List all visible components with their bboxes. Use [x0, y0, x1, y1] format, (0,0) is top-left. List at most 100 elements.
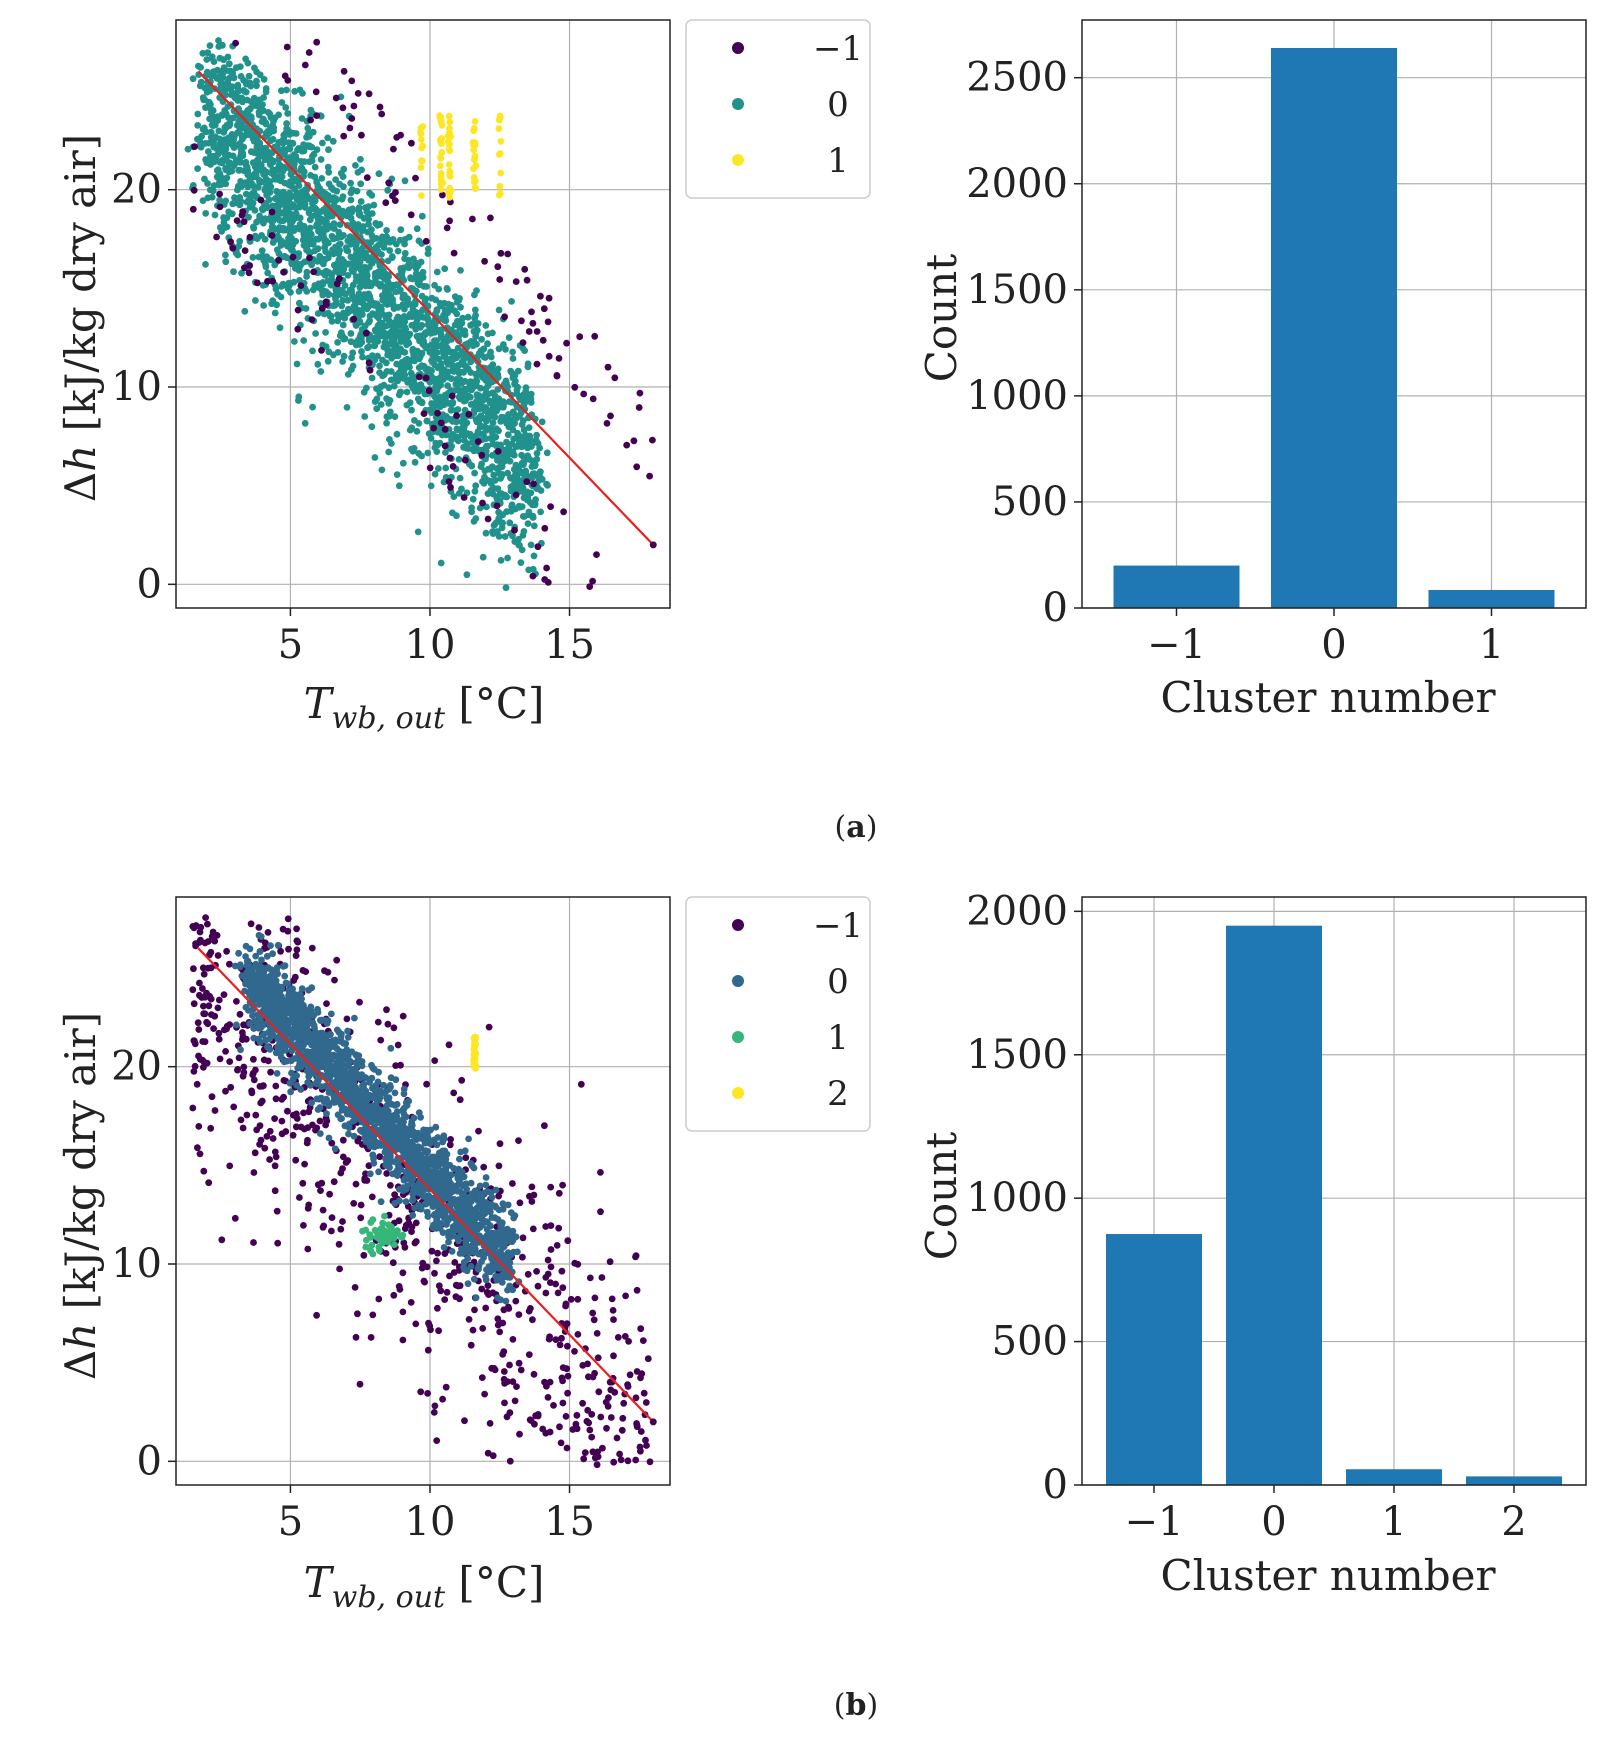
scatter-point [257, 1099, 265, 1107]
scatter-point [512, 443, 520, 451]
scatter-point [285, 235, 292, 242]
scatter-point [537, 508, 544, 516]
scatter-point [319, 1206, 327, 1214]
scatter-point [456, 1096, 464, 1104]
scatter-point [528, 1198, 536, 1205]
scatter-point [318, 287, 326, 295]
scatter-point [262, 184, 269, 192]
scatter-point [493, 502, 501, 510]
scatter-point [398, 314, 406, 322]
scatter-point [222, 142, 230, 150]
scatter-point [292, 224, 300, 232]
scatter-point [292, 1156, 300, 1164]
scatter-point [279, 925, 287, 933]
scatter-point [267, 1068, 274, 1076]
scatter-point [477, 463, 485, 470]
scatter-point [469, 215, 476, 223]
scatter-point [207, 948, 215, 956]
scatter-point [642, 1436, 649, 1444]
scatter-point [503, 380, 510, 388]
scatter-point [205, 148, 212, 155]
scatter-point [506, 1361, 513, 1369]
scatter-point [479, 553, 487, 561]
scatter-point [240, 1063, 248, 1071]
scatter-point [376, 362, 383, 370]
scatter-point [558, 1374, 566, 1382]
scatter-point [542, 1274, 550, 1281]
scatter-point [536, 472, 543, 479]
scatter-point [463, 571, 471, 579]
scatter-point [564, 1237, 572, 1245]
scatter-point [447, 375, 455, 382]
scatter-point [300, 337, 308, 344]
scatter-point [453, 412, 460, 419]
scatter-point [190, 186, 198, 194]
scatter-point [349, 281, 357, 289]
scatter-point [454, 362, 462, 369]
scatter-point [216, 196, 224, 204]
scatter-point [385, 179, 393, 187]
scatter-point [454, 1282, 462, 1290]
scatter-point [210, 182, 218, 189]
scatter-point [424, 1390, 431, 1397]
scatter-point [509, 348, 516, 356]
scatter-point [438, 122, 446, 129]
scatter-point [638, 1370, 646, 1378]
scatter-point [295, 393, 303, 401]
scatter-point [204, 920, 211, 928]
scatter-point [215, 1029, 223, 1037]
scatter-point [265, 196, 273, 204]
scatter-point [525, 508, 533, 516]
scatter-point [189, 1104, 197, 1112]
scatter-point [263, 204, 271, 212]
scatter-point [268, 232, 276, 239]
scatter-point [649, 436, 656, 444]
scatter-point [480, 432, 487, 439]
scatter-point [336, 240, 344, 248]
scatter-point [323, 1110, 330, 1117]
scatter-point [576, 333, 584, 341]
scatter-point [431, 1269, 438, 1277]
scatter-point [541, 524, 549, 532]
scatter-point [472, 405, 480, 413]
scatter-point [448, 442, 455, 450]
scatter-point [195, 1123, 203, 1130]
scatter-point [268, 300, 276, 308]
scatter-point [363, 253, 371, 260]
scatter-point [390, 145, 397, 153]
scatter-point [482, 1304, 490, 1312]
scatter-point [247, 82, 255, 90]
scatter-point [513, 386, 521, 394]
scatter-point [273, 212, 281, 220]
scatter-point [266, 110, 274, 118]
scatter-point [271, 167, 278, 175]
scatter-point [247, 113, 255, 120]
scatter-point [450, 249, 458, 257]
scatter-point [408, 424, 416, 432]
legend-box [685, 19, 871, 199]
scatter-point [284, 1107, 291, 1115]
scatter-point [325, 348, 333, 356]
scatter-point [316, 225, 324, 233]
scatter-point [263, 952, 271, 960]
scatter-point [273, 246, 281, 254]
y-tick-label: 2500 [966, 55, 1068, 101]
scatter-point [376, 103, 384, 111]
scatter-point [240, 218, 248, 226]
scatter-point [322, 267, 330, 275]
scatter-point [496, 1328, 504, 1336]
scatter-point [325, 146, 332, 154]
scatter-point [509, 418, 517, 426]
scatter-point [271, 309, 279, 317]
scatter-point [497, 169, 505, 177]
scatter-point [396, 1286, 404, 1293]
scatter-point [346, 233, 354, 241]
scatter-point [496, 190, 504, 197]
scatter-point [390, 1291, 398, 1299]
scatter-point [475, 1127, 482, 1135]
scatter-point [251, 207, 259, 214]
scatter-point [365, 343, 373, 351]
scatter-point [408, 406, 415, 414]
scatter-point [455, 456, 463, 463]
scatter-point [328, 1139, 336, 1147]
